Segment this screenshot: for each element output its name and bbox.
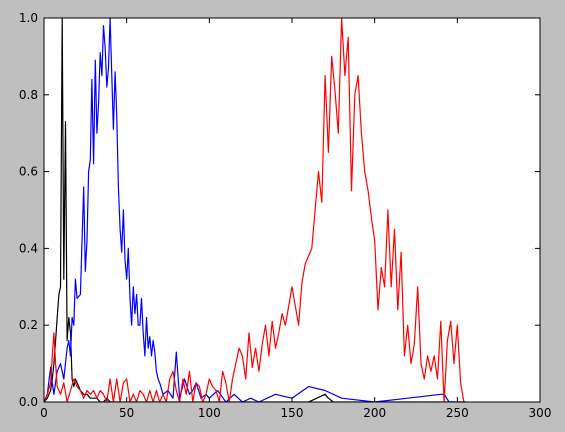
- series-layer: [44, 18, 466, 402]
- series-line-1: [44, 18, 466, 402]
- x-tick-label: 300: [529, 406, 552, 420]
- y-tick-label: 0.8: [19, 88, 38, 102]
- plot-area: [44, 18, 540, 402]
- tick-layer: 0 50 100 150 200 250 300 0.0 0.2 0.4 0.6 0.8 1.0: [19, 11, 552, 420]
- y-tick-label: 0.2: [19, 318, 38, 332]
- x-tick-label: 50: [119, 406, 134, 420]
- plot-frame: [43, 17, 541, 403]
- y-tick-label: 0.0: [19, 395, 38, 409]
- x-tick-label: 0: [40, 406, 48, 420]
- series-line-2: [44, 18, 466, 402]
- y-tick-label: 0.6: [19, 165, 38, 179]
- y-tick-label: 1.0: [19, 11, 38, 25]
- x-tick-label: 100: [198, 406, 221, 420]
- x-tick-label: 250: [446, 406, 469, 420]
- x-tick-label: 200: [363, 406, 386, 420]
- y-tick-label: 0.4: [19, 241, 38, 255]
- series-line-3: [44, 18, 466, 402]
- x-tick-label: 150: [281, 406, 304, 420]
